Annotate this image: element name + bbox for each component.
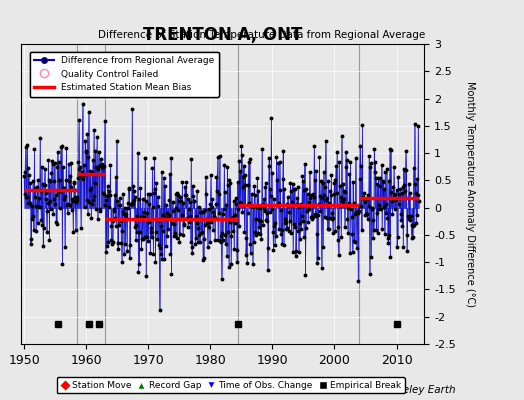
Legend: Station Move, Record Gap, Time of Obs. Change, Empirical Break: Station Move, Record Gap, Time of Obs. C… — [57, 377, 405, 394]
Y-axis label: Monthly Temperature Anomaly Difference (°C): Monthly Temperature Anomaly Difference (… — [465, 81, 475, 307]
Text: Berkeley Earth: Berkeley Earth — [379, 385, 456, 395]
Legend: Difference from Regional Average, Quality Control Failed, Estimated Station Mean: Difference from Regional Average, Qualit… — [29, 52, 219, 96]
Text: Difference of Station Temperature Data from Regional Average: Difference of Station Temperature Data f… — [99, 30, 425, 40]
Title: TRENTON A, ONT: TRENTON A, ONT — [143, 26, 302, 44]
